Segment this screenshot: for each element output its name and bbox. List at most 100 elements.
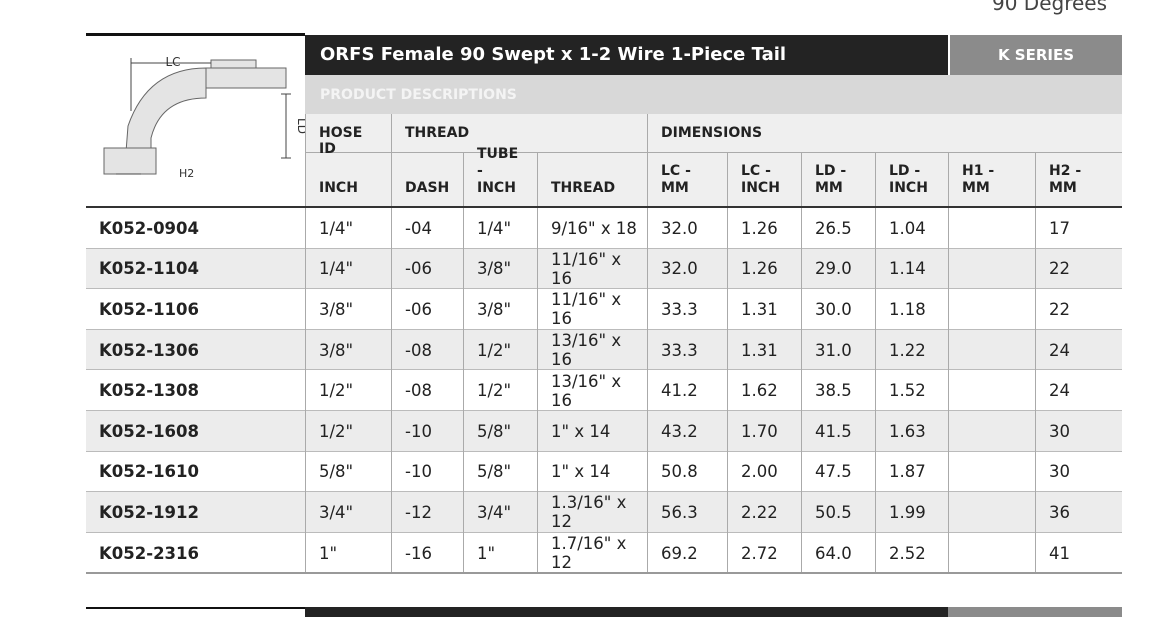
group-header: THREAD bbox=[391, 114, 647, 153]
cell: 38.5 bbox=[801, 370, 875, 411]
cell: 43.2 bbox=[647, 411, 727, 452]
cell: 33.3 bbox=[647, 289, 727, 330]
part-number: K052-1104 bbox=[99, 259, 199, 279]
cell: 11/16" x 16 bbox=[537, 289, 647, 330]
cell: 32.0 bbox=[647, 248, 727, 290]
cell: 3/4" bbox=[463, 492, 537, 533]
column-header: H2 - MM bbox=[1035, 153, 1122, 207]
cell: 1/2" bbox=[305, 370, 391, 411]
section-bar: PRODUCT DESCRIPTIONS bbox=[305, 75, 1122, 114]
row-bg bbox=[86, 370, 1122, 411]
cell: 9/16" x 18 bbox=[537, 208, 647, 249]
rule bbox=[86, 206, 1122, 208]
row-bg bbox=[86, 532, 1122, 574]
cell: 17 bbox=[1035, 208, 1122, 249]
cell: 41.2 bbox=[647, 370, 727, 411]
group-header: HOSE ID bbox=[305, 114, 391, 157]
column-header-text: H2 - MM bbox=[1049, 163, 1082, 196]
rule bbox=[86, 33, 305, 36]
column-header: LC - INCH bbox=[727, 153, 801, 207]
column-header: LD - MM bbox=[801, 153, 875, 207]
part-number: K052-1608 bbox=[99, 421, 199, 441]
column-header-text: LD - MM bbox=[815, 163, 847, 196]
cell: 1.18 bbox=[875, 289, 948, 330]
cell: 1" x 14 bbox=[537, 411, 647, 452]
column-header-text: LD - INCH bbox=[889, 163, 928, 196]
cell: 3/8" bbox=[305, 289, 391, 330]
cell: 1/2" bbox=[463, 370, 537, 411]
cell bbox=[948, 492, 1035, 533]
cell: 1.70 bbox=[727, 411, 801, 452]
cell: 33.3 bbox=[647, 329, 727, 371]
cell: 3/8" bbox=[463, 248, 537, 290]
cell: 36 bbox=[1035, 492, 1122, 533]
cell: 13/16" x 16 bbox=[537, 370, 647, 411]
column-header: DASH bbox=[391, 153, 463, 207]
column-header: LD - INCH bbox=[875, 153, 948, 207]
cell: 26.5 bbox=[801, 208, 875, 249]
cell: 1.22 bbox=[875, 329, 948, 371]
cell: 24 bbox=[1035, 329, 1122, 371]
part-number: K052-1912 bbox=[99, 502, 199, 522]
series-badge: K SERIES bbox=[948, 35, 1122, 75]
cell: 11/16" x 16 bbox=[537, 248, 647, 290]
column-header-text: LC - INCH bbox=[741, 163, 780, 196]
cell: 1.7/16" x 12 bbox=[537, 532, 647, 574]
row-bg bbox=[86, 289, 1122, 330]
cell: 24 bbox=[1035, 370, 1122, 411]
cell: -06 bbox=[391, 289, 463, 330]
diagram-label: H2 bbox=[179, 167, 194, 180]
cell: -10 bbox=[391, 451, 463, 493]
row-bg bbox=[86, 492, 1122, 533]
row-bg bbox=[86, 451, 1122, 493]
column-header-text: TUBE - INCH bbox=[477, 146, 519, 196]
cell: 41.5 bbox=[801, 411, 875, 452]
cell: 13/16" x 16 bbox=[537, 329, 647, 371]
cell: -16 bbox=[391, 532, 463, 574]
cell: 29.0 bbox=[801, 248, 875, 290]
cell: 30 bbox=[1035, 411, 1122, 452]
cell: 31.0 bbox=[801, 329, 875, 371]
column-header-text: H1 - MM bbox=[962, 163, 995, 196]
part-number: K052-2316 bbox=[99, 543, 199, 563]
cell bbox=[948, 532, 1035, 574]
column-header-text: THREAD bbox=[551, 180, 616, 196]
cell: 41 bbox=[1035, 532, 1122, 574]
cell: 1/4" bbox=[305, 208, 391, 249]
cell: 1.62 bbox=[727, 370, 801, 411]
part-number: K052-1106 bbox=[99, 299, 199, 319]
cell: 3/8" bbox=[463, 289, 537, 330]
column-header-text: LC - MM bbox=[661, 163, 691, 196]
part-number: K052-1610 bbox=[99, 462, 199, 482]
column-header: LC - MM bbox=[647, 153, 727, 207]
diagram-label: LD bbox=[295, 118, 305, 134]
cell: 2.72 bbox=[727, 532, 801, 574]
cell: 56.3 bbox=[647, 492, 727, 533]
column-header: INCH bbox=[305, 153, 391, 207]
diagram-label: LC bbox=[165, 55, 180, 69]
cell: -10 bbox=[391, 411, 463, 452]
title-bar: ORFS Female 90 Swept x 1-2 Wire 1-Piece … bbox=[305, 35, 948, 75]
rule bbox=[86, 607, 305, 609]
column-header: TUBE - INCH bbox=[463, 146, 537, 207]
cell: 5/8" bbox=[305, 451, 391, 493]
cell: 2.22 bbox=[727, 492, 801, 533]
cell: 1.87 bbox=[875, 451, 948, 493]
cell: 1.3/16" x 12 bbox=[537, 492, 647, 533]
cell: 30.0 bbox=[801, 289, 875, 330]
cell: 1.31 bbox=[727, 289, 801, 330]
cell: 1/4" bbox=[463, 208, 537, 249]
cell bbox=[948, 208, 1035, 249]
cell: -12 bbox=[391, 492, 463, 533]
cell: 1" bbox=[305, 532, 391, 574]
cell: 50.5 bbox=[801, 492, 875, 533]
cell: 50.8 bbox=[647, 451, 727, 493]
cell: -08 bbox=[391, 329, 463, 371]
bar bbox=[305, 607, 948, 617]
cell: 1/2" bbox=[305, 411, 391, 452]
row-bg bbox=[86, 329, 1122, 371]
cell: 1.26 bbox=[727, 248, 801, 290]
cell: 1" x 14 bbox=[537, 451, 647, 493]
cell: -06 bbox=[391, 248, 463, 290]
